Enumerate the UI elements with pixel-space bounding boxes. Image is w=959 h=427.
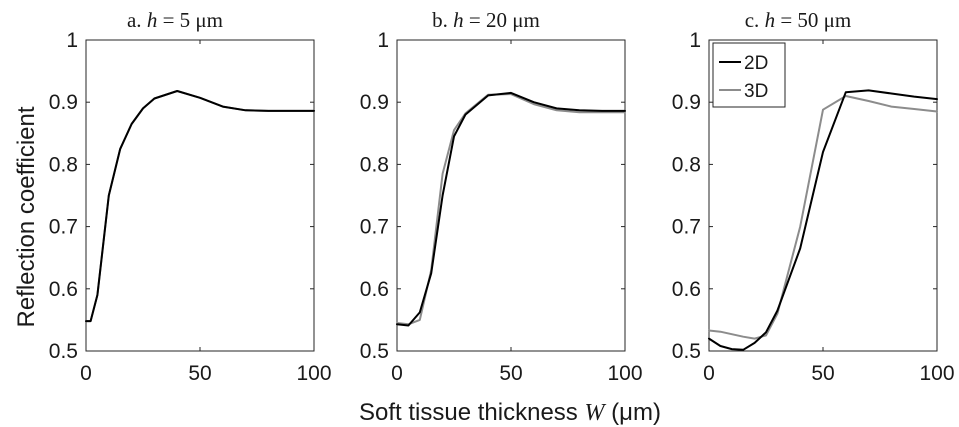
- panel-2-x-tick-label: 50: [499, 362, 522, 385]
- panel-2-y-tick-label: 0.6: [360, 278, 389, 301]
- panel-2-y-tick-label: 1: [377, 29, 389, 52]
- panel-2-title-value: = 20 μm: [464, 8, 540, 32]
- y-axis-label: Reflection coefficient: [13, 106, 40, 327]
- panel-3-legend-label-2d: 2D: [744, 53, 768, 74]
- panel-1-x-tick-label: 0: [80, 362, 92, 385]
- panel-3-y-tick-label: 0.5: [672, 340, 701, 363]
- panel-2-y-tick-label: 0.7: [360, 216, 389, 239]
- panel-1-y-tick-label: 0.5: [49, 340, 78, 363]
- panel-3-x-tick-label: 0: [703, 362, 715, 385]
- x-axis-label: Soft tissue thickness W (μm): [359, 399, 661, 426]
- panel-3-series-3d-line: [708, 95, 938, 340]
- x-axis-label-prefix: Soft tissue thickness: [359, 399, 584, 426]
- panel-3-legend-label-3d: 3D: [744, 81, 768, 102]
- panel-1: a. h = 5 μm 0.5 0.6 0.7 0.8 0.9 1 0 50 100: [49, 8, 332, 385]
- panel-3-y-tick-label: 0.8: [672, 153, 701, 176]
- panel-2-y-tick-label: 0.5: [360, 340, 389, 363]
- panel-2-x-tick-label: 0: [391, 362, 403, 385]
- panel-1-y-tick-label: 0.6: [49, 278, 78, 301]
- panel-3-x-tick-label: 50: [811, 362, 834, 385]
- panel-3-title-variable: h: [765, 8, 776, 32]
- panel-1-y-tick-label: 0.8: [49, 153, 78, 176]
- panel-2-title: b. h = 20 μm: [432, 8, 540, 32]
- panel-3-title: c. h = 50 μm: [745, 8, 852, 32]
- panel-1-title-prefix: a.: [127, 8, 147, 32]
- panel-3-x-tick-label: 100: [919, 362, 954, 385]
- x-axis-label-unit: (μm): [604, 399, 660, 426]
- panel-1-plot-frame: [85, 39, 315, 352]
- x-axis-label-variable: W: [584, 400, 606, 426]
- panel-1-title: a. h = 5 μm: [127, 8, 223, 32]
- panel-3-title-value: = 50 μm: [775, 8, 851, 32]
- panel-3-series-2d-line: [708, 89, 938, 351]
- panel-3-y-tick-label: 0.6: [672, 278, 701, 301]
- panel-2-title-variable: h: [453, 8, 464, 32]
- panel-2-y-tick-label: 0.9: [360, 91, 389, 114]
- panel-3-y-tick-label: 0.7: [672, 216, 701, 239]
- panel-1-title-variable: h: [147, 8, 158, 32]
- panel-1-title-value: = 5 μm: [157, 8, 223, 32]
- panel-2-y-tick-label: 0.8: [360, 153, 389, 176]
- panel-1-x-tick-label: 50: [188, 362, 211, 385]
- panel-1-y-tick-label: 0.7: [49, 216, 78, 239]
- panel-1-series-2d-line: [85, 90, 315, 323]
- panel-3-y-tick-label: 0.9: [672, 91, 701, 114]
- panel-1-x-tick-label: 100: [296, 362, 331, 385]
- panel-3-legend-box: [712, 42, 786, 108]
- panel-1-y-tick-label: 1: [66, 29, 78, 52]
- panel-3-title-prefix: c.: [745, 8, 765, 32]
- panel-2: b. h = 20 μm 0.5 0.6 0.7 0.8 0.9 1 0 50 100: [360, 8, 643, 385]
- panel-3-y-tick-label: 1: [689, 29, 701, 52]
- panel-2-series-2d-line: [396, 91, 626, 327]
- panel-2-title-prefix: b.: [432, 8, 453, 32]
- panel-1-y-tick-label: 0.9: [49, 91, 78, 114]
- panel-2-plot-frame: [396, 39, 626, 352]
- panel-2-x-tick-label: 100: [607, 362, 642, 385]
